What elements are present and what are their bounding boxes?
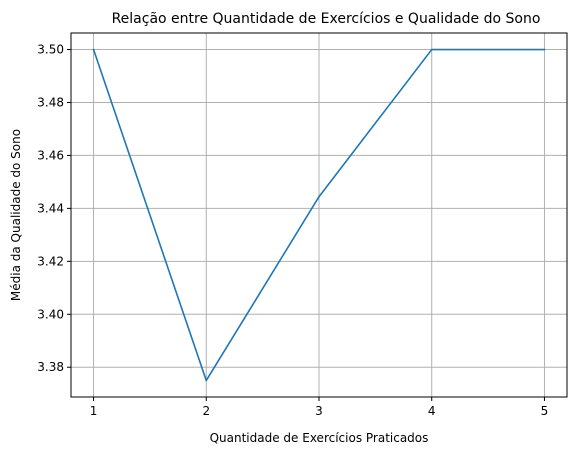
series-layer [92,48,546,382]
x-tick-label: 1 [90,404,98,418]
data-point [205,379,208,382]
x-axis-label: Quantidade de Exercícios Praticados [210,431,429,445]
x-tick-label: 4 [428,404,436,418]
y-tick-label: 3.42 [37,254,64,268]
y-tick-label: 3.38 [37,360,64,374]
data-point [430,48,433,51]
x-tick-label: 3 [315,404,323,418]
y-tick-label: 3.48 [37,95,64,109]
y-tick-label: 3.50 [37,43,64,57]
chart-title: Relação entre Quantidade de Exercícios e… [112,11,541,27]
y-axis-label: Média da Qualidade do Sono [9,129,23,301]
axis-ticks: 1 2 3 4 5 3.38 3.40 3.42 3.44 3.46 3.48 3.50 [37,43,548,418]
x-tick-label: 5 [541,404,549,418]
grid [71,33,567,397]
data-point [543,48,546,51]
y-tick-label: 3.40 [37,307,64,321]
data-point [92,48,95,51]
y-tick-label: 3.46 [37,148,64,162]
x-tick-label: 2 [202,404,210,418]
data-point [318,195,320,198]
y-tick-label: 3.44 [37,201,64,215]
